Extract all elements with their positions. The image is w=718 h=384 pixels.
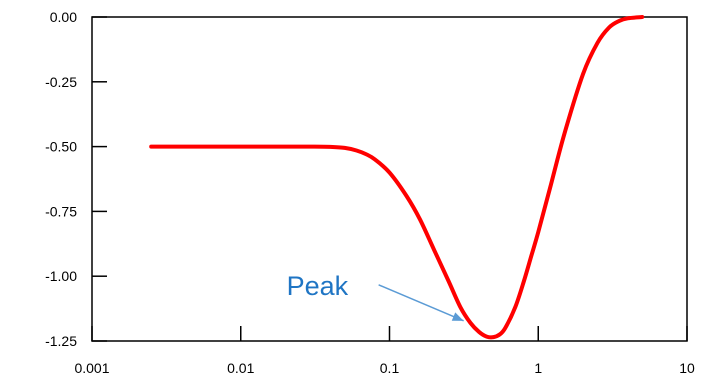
y-tick-label: -1.00 xyxy=(45,268,77,284)
x-axis-ticks: 0.001 0.01 0.1 1 10 xyxy=(74,326,695,376)
series-line xyxy=(149,15,645,340)
y-axis-ticks: 0.00 -0.25 -0.50 -0.75 -1.00 -1.25 xyxy=(45,9,107,349)
x-tick-label: 0.01 xyxy=(227,360,254,376)
y-tick-label: -0.50 xyxy=(45,139,77,155)
x-tick-label: 0.001 xyxy=(74,360,109,376)
x-tick-label: 0.1 xyxy=(380,360,400,376)
series-layer xyxy=(149,15,645,340)
annotation-arrow-head xyxy=(451,312,464,321)
annotation-arrow-line xyxy=(378,284,464,322)
annotation-layer: Peak xyxy=(287,271,464,322)
x-tick-label: 10 xyxy=(679,360,695,376)
y-tick-label: -0.75 xyxy=(45,203,77,219)
y-tick-label: 0.00 xyxy=(50,9,77,25)
y-tick-label: -0.25 xyxy=(45,74,77,90)
x-tick-label: 1 xyxy=(534,360,542,376)
y-tick-label: -1.25 xyxy=(45,333,77,349)
annotation-label: Peak xyxy=(287,271,349,301)
plot-frame xyxy=(91,16,688,342)
